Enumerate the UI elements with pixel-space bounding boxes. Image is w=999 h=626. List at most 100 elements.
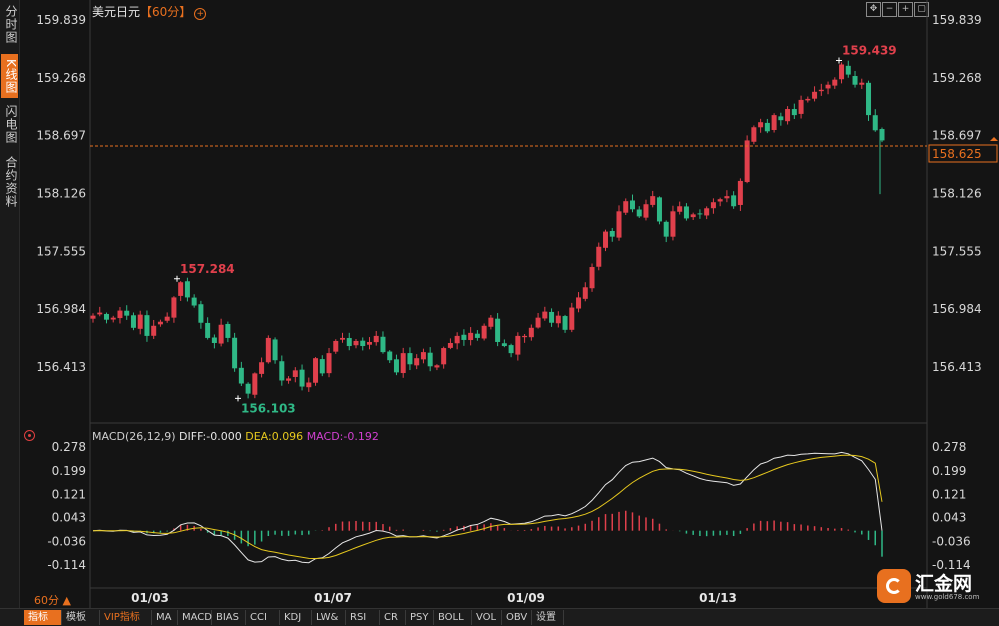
indicator-tab-10[interactable]: CR [380,610,406,625]
zoom-in-icon[interactable]: + [898,2,913,17]
candle-body [117,310,123,319]
candle-body [677,206,683,212]
candle-body [569,307,575,330]
candle-body [616,211,622,238]
candle-body [306,382,312,388]
candle-body [103,313,109,320]
indicator-tab-5[interactable]: BIAS [212,610,246,625]
price-tick-left: 157.555 [36,244,86,258]
price-arrow-icon [990,137,998,141]
candle-body [218,324,224,344]
period-selector[interactable]: 60分 ▲ [34,592,71,608]
indicator-tab-11[interactable]: PSY [406,610,434,625]
candle-body [596,246,602,267]
candle-body [737,180,743,205]
candle-body [441,348,447,365]
macd-diff: DIFF:-0.000 [179,430,242,443]
candle-body [326,353,332,374]
candle-body [629,200,635,210]
zoom-out-icon[interactable]: − [882,2,897,17]
candle-body [562,316,568,330]
indicator-tab-9[interactable]: RSI [346,610,380,625]
indicator-tab-0[interactable]: 指标 [24,610,62,625]
candle-body [488,317,494,327]
candle-body [373,335,379,343]
candle-body [468,332,474,341]
move-icon[interactable]: ✥ [866,2,881,17]
candle-body [232,337,238,369]
macd-tick-right: 0.199 [932,464,966,478]
candle-body [238,367,244,384]
candle-body [447,342,453,348]
price-tick-right: 159.839 [932,13,982,27]
price-tick-left: 156.984 [36,302,86,316]
indicator-tab-12[interactable]: BOLL [434,610,472,625]
candle-body [710,202,716,209]
left-sidebar: 分时图 K线图 闪电图 合约资料 [0,0,20,608]
candle-body [663,221,669,237]
date-tick-label: 01/13 [699,591,737,605]
indicator-tab-1[interactable]: 模板 [62,610,100,625]
period-selector-label: 60分 [34,594,59,607]
restore-icon[interactable]: ▢ [914,2,929,17]
candle-body [522,335,528,338]
candle-body [866,82,872,116]
candle-body [137,314,143,329]
candle-body [292,370,298,377]
symbol-name: 美元日元 [92,5,141,19]
candle-body [313,358,319,383]
chart-title: 美元日元【60分】 + [92,3,207,20]
logo-name: 汇金网 [915,573,973,595]
candle-body [643,204,649,218]
candle-body [758,122,764,128]
indicator-tab-2[interactable]: VIP指标 [100,610,152,625]
candle-body [744,140,750,183]
macd-tick-left: -0.114 [47,558,86,572]
tab-time-chart[interactable]: 分时图 [4,4,18,44]
indicator-tab-14[interactable]: OBV [502,610,532,625]
macd-params: MACD(26,12,9) [92,430,176,443]
price-tick-right: 157.555 [932,244,982,258]
tab-flash-chart[interactable]: 闪电图 [4,104,18,144]
candle-body [704,208,710,216]
candle-body [407,353,413,365]
indicator-tab-8[interactable]: LW& [312,610,346,625]
candle-body [97,312,103,315]
candle-body [245,383,251,394]
indicator-tab-3[interactable]: MA [152,610,178,625]
candle-body [609,230,615,237]
candle-body [549,311,555,323]
candle-body [184,281,190,298]
candle-body [495,318,501,342]
candle-body [319,359,325,374]
indicator-tab-6[interactable]: CCI [246,610,280,625]
indicator-tab-15[interactable]: 设置 [532,610,564,625]
date-tick-label: 01/03 [131,591,169,605]
candle-body [771,115,777,130]
candle-body [582,287,588,299]
indicator-tab-7[interactable]: KDJ [280,610,312,625]
kline-chart[interactable]: 158.625 159.439 157.284 156.103 159.839 159.… [0,0,999,608]
tab-contract-info[interactable]: 合约资料 [4,156,18,208]
candle-body [778,116,784,121]
price-tick-left: 159.268 [36,71,86,85]
indicator-tab-4[interactable]: MACD [178,610,212,625]
candle-body [589,267,595,289]
candle-body [731,195,737,207]
indicator-settings-icon[interactable] [24,430,35,441]
macd-dea: DEA:0.096 [245,430,304,443]
candle-body [474,333,480,338]
candle-body [164,316,170,321]
candle-body [360,340,366,347]
candle-body [461,334,467,340]
macd-tick-left: 0.199 [52,464,86,478]
tab-kline-chart[interactable]: K线图 [1,54,18,98]
macd-tick-right: -0.114 [932,558,971,572]
candle-body [508,345,514,354]
extreme-label: 156.103 [241,401,296,415]
price-tick-left: 156.413 [36,360,86,374]
indicator-tab-13[interactable]: VOL [472,610,502,625]
period-label[interactable]: 【60分】 [140,5,192,19]
add-compare-icon[interactable]: + [194,8,207,20]
macd-tick-left: 0.121 [52,487,86,501]
